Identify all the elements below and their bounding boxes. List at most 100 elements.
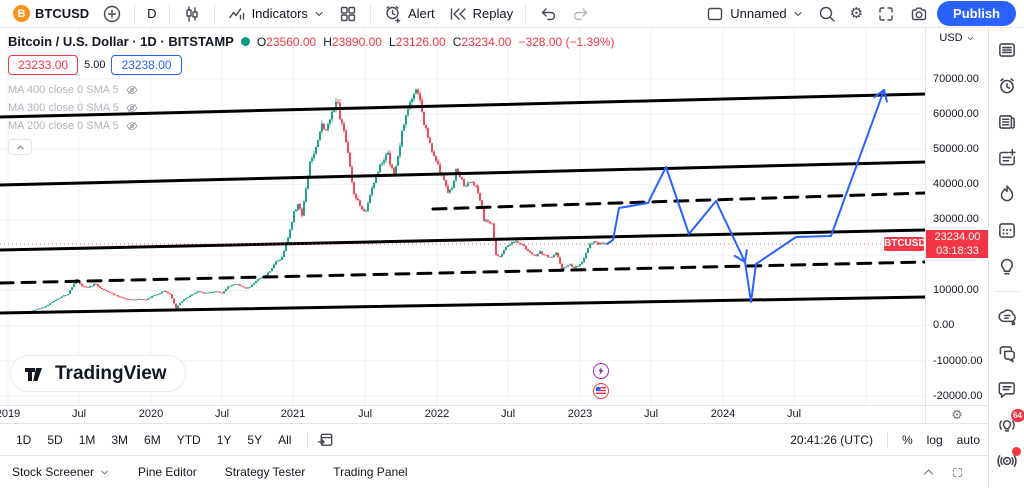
sidebar-alerts-button[interactable]: [996, 75, 1018, 97]
candlestick-icon: [185, 5, 198, 22]
layout-name-label: Unnamed: [730, 6, 787, 21]
range-button-1y[interactable]: 1Y: [209, 430, 240, 450]
screenshot-button[interactable]: [904, 2, 934, 26]
indicators-button[interactable]: Indicators: [222, 2, 330, 26]
notification-badge: 64: [1010, 409, 1024, 422]
tab-stock-screener[interactable]: Stock Screener: [12, 465, 110, 479]
hotlists-icon: [1000, 185, 1013, 202]
settings-button[interactable]: ⚙: [845, 2, 868, 26]
tradingview-watermark[interactable]: TradingView: [10, 355, 186, 392]
log-scale-button[interactable]: log: [926, 432, 943, 447]
clock-utc[interactable]: 20:41:26 (UTC): [790, 432, 873, 447]
price-tick: 50000.00: [933, 143, 979, 155]
range-button-5d[interactable]: 5D: [39, 430, 70, 450]
sidebar-notes-button[interactable]: [996, 147, 1018, 169]
minds-icon: [997, 309, 1016, 326]
top-toolbar: B BTCUSD D Indicators: [0, 0, 1024, 28]
tab-pine-editor[interactable]: Pine Editor: [138, 465, 197, 479]
eye-slash-icon[interactable]: [125, 83, 139, 97]
range-button-all[interactable]: All: [270, 430, 299, 450]
eye-slash-icon[interactable]: [125, 119, 139, 133]
sidebar-live-button[interactable]: [996, 447, 1021, 472]
gear-icon[interactable]: ⚙: [951, 407, 963, 422]
sidebar-streams-button[interactable]: 64: [996, 409, 1024, 436]
publish-button[interactable]: Publish: [937, 1, 1016, 26]
chart-area: Bitcoin / U.S. Dollar · 1D · BITSTAMP O 2…: [0, 28, 988, 405]
go-to-date-icon[interactable]: [316, 430, 335, 449]
maximize-panel-icon[interactable]: [951, 466, 964, 479]
sidebar-minds-button[interactable]: [996, 306, 1018, 328]
ohlc-key: C: [452, 34, 462, 49]
sidebar-calendar-button[interactable]: [996, 219, 1018, 241]
currency-label: USD: [939, 32, 963, 44]
chevron-down-icon: [315, 11, 323, 16]
currency-selector[interactable]: USD: [926, 32, 988, 44]
sidebar-hotlists-button[interactable]: [996, 183, 1018, 205]
ohlc-key: O: [256, 34, 267, 49]
replay-label: Replay: [472, 6, 514, 21]
grid-templates-icon: [340, 6, 356, 21]
range-button-1d[interactable]: 1D: [8, 430, 39, 450]
chart-style-button[interactable]: [177, 2, 207, 26]
toolbar-divider: [307, 431, 309, 448]
indicator-templates-button[interactable]: [333, 2, 363, 26]
gridlines: [0, 28, 925, 405]
eye-slash-icon[interactable]: [125, 101, 139, 115]
sidebar-public-chat-button[interactable]: [996, 342, 1018, 364]
top-toolbar-right: Unnamed ⚙ Publish: [700, 1, 1016, 26]
auto-scale-button[interactable]: auto: [956, 432, 980, 447]
fullscreen-button[interactable]: [871, 2, 901, 26]
search-button[interactable]: [812, 2, 842, 26]
time-tick: Jul: [357, 408, 373, 420]
legend-collapse-button[interactable]: [8, 139, 32, 155]
symbol-button[interactable]: B BTCUSD: [8, 2, 94, 26]
sidebar-private-chat-button[interactable]: [996, 378, 1018, 400]
chevron-up-icon: [16, 145, 24, 149]
private-chat-icon: [998, 382, 1015, 399]
alert-button[interactable]: Alert: [378, 2, 440, 26]
range-button-ytd[interactable]: YTD: [169, 430, 209, 450]
sell-button[interactable]: 23233.00: [8, 55, 79, 75]
price-tick: 10000.00: [933, 284, 979, 296]
price-axis[interactable]: USD 70000.00 60000.00 50000.00 40000.00 3000…: [925, 28, 988, 405]
range-button-3m[interactable]: 3M: [103, 430, 136, 450]
sidebar-news-button[interactable]: [996, 111, 1018, 133]
live-dot-icon: [1011, 447, 1021, 456]
interval-button[interactable]: D: [142, 2, 161, 26]
range-button-6m[interactable]: 6M: [136, 430, 169, 450]
ohlc-value: 23890.00: [331, 34, 382, 49]
drawing-symbol-tag[interactable]: BTCUSD: [884, 237, 926, 251]
chevron-up-icon[interactable]: [922, 466, 935, 479]
time-tick: 2023: [567, 408, 593, 420]
layout-select-button[interactable]: Unnamed: [700, 2, 808, 26]
replay-button[interactable]: Replay: [443, 2, 518, 26]
redo-button[interactable]: [566, 2, 596, 26]
sidebar-ideas-button[interactable]: [996, 255, 1018, 277]
indicator-row[interactable]: MA 400 close 0 SMA 5: [8, 81, 615, 99]
time-axis[interactable]: 2019 Jul 2020 Jul 2021 Jul 2022 Jul 2023 Jul 2024 J…: [0, 405, 988, 423]
bottom-toolbar: 1D 5D 1M 3M 6M YTD 1Y 5Y All 20:41:26 (UTC) % lo…: [0, 423, 988, 455]
symbol-label: BTCUSD: [35, 6, 90, 21]
indicator-label: MA 300 close 0 SMA 5: [8, 102, 119, 114]
price-chart[interactable]: [0, 28, 925, 405]
flash-icon[interactable]: [593, 363, 609, 379]
tab-strategy-tester[interactable]: Strategy Tester: [225, 465, 305, 479]
range-buttons: 1D 5D 1M 3M 6M YTD 1Y 5Y All: [8, 430, 335, 450]
ohlc-item: H23890.00: [323, 35, 382, 49]
compare-add-button[interactable]: [97, 2, 127, 26]
range-button-5y[interactable]: 5Y: [239, 430, 270, 450]
gear-icon: ⚙: [849, 5, 864, 22]
ohlc-item: L23126.00: [389, 35, 446, 49]
sidebar-watchlist-button[interactable]: [996, 39, 1018, 61]
buy-button[interactable]: 23238.00: [111, 55, 182, 75]
percent-scale-button[interactable]: %: [901, 432, 913, 447]
range-button-1m[interactable]: 1M: [71, 430, 104, 450]
tab-trading-panel[interactable]: Trading Panel: [333, 465, 407, 479]
us-flag-icon[interactable]: [593, 383, 609, 399]
undo-button[interactable]: [533, 2, 563, 26]
indicator-row[interactable]: MA 300 close 0 SMA 5: [8, 99, 615, 117]
chart-column: Bitcoin / U.S. Dollar · 1D · BITSTAMP O 2…: [0, 28, 988, 488]
chart-title[interactable]: Bitcoin / U.S. Dollar · 1D · BITSTAMP: [8, 34, 234, 49]
indicator-row[interactable]: MA 200 close 0 SMA 5: [8, 117, 615, 135]
ohlc-values: O23560.00 H23890.00 L23126.00 C23234.00: [257, 35, 512, 49]
